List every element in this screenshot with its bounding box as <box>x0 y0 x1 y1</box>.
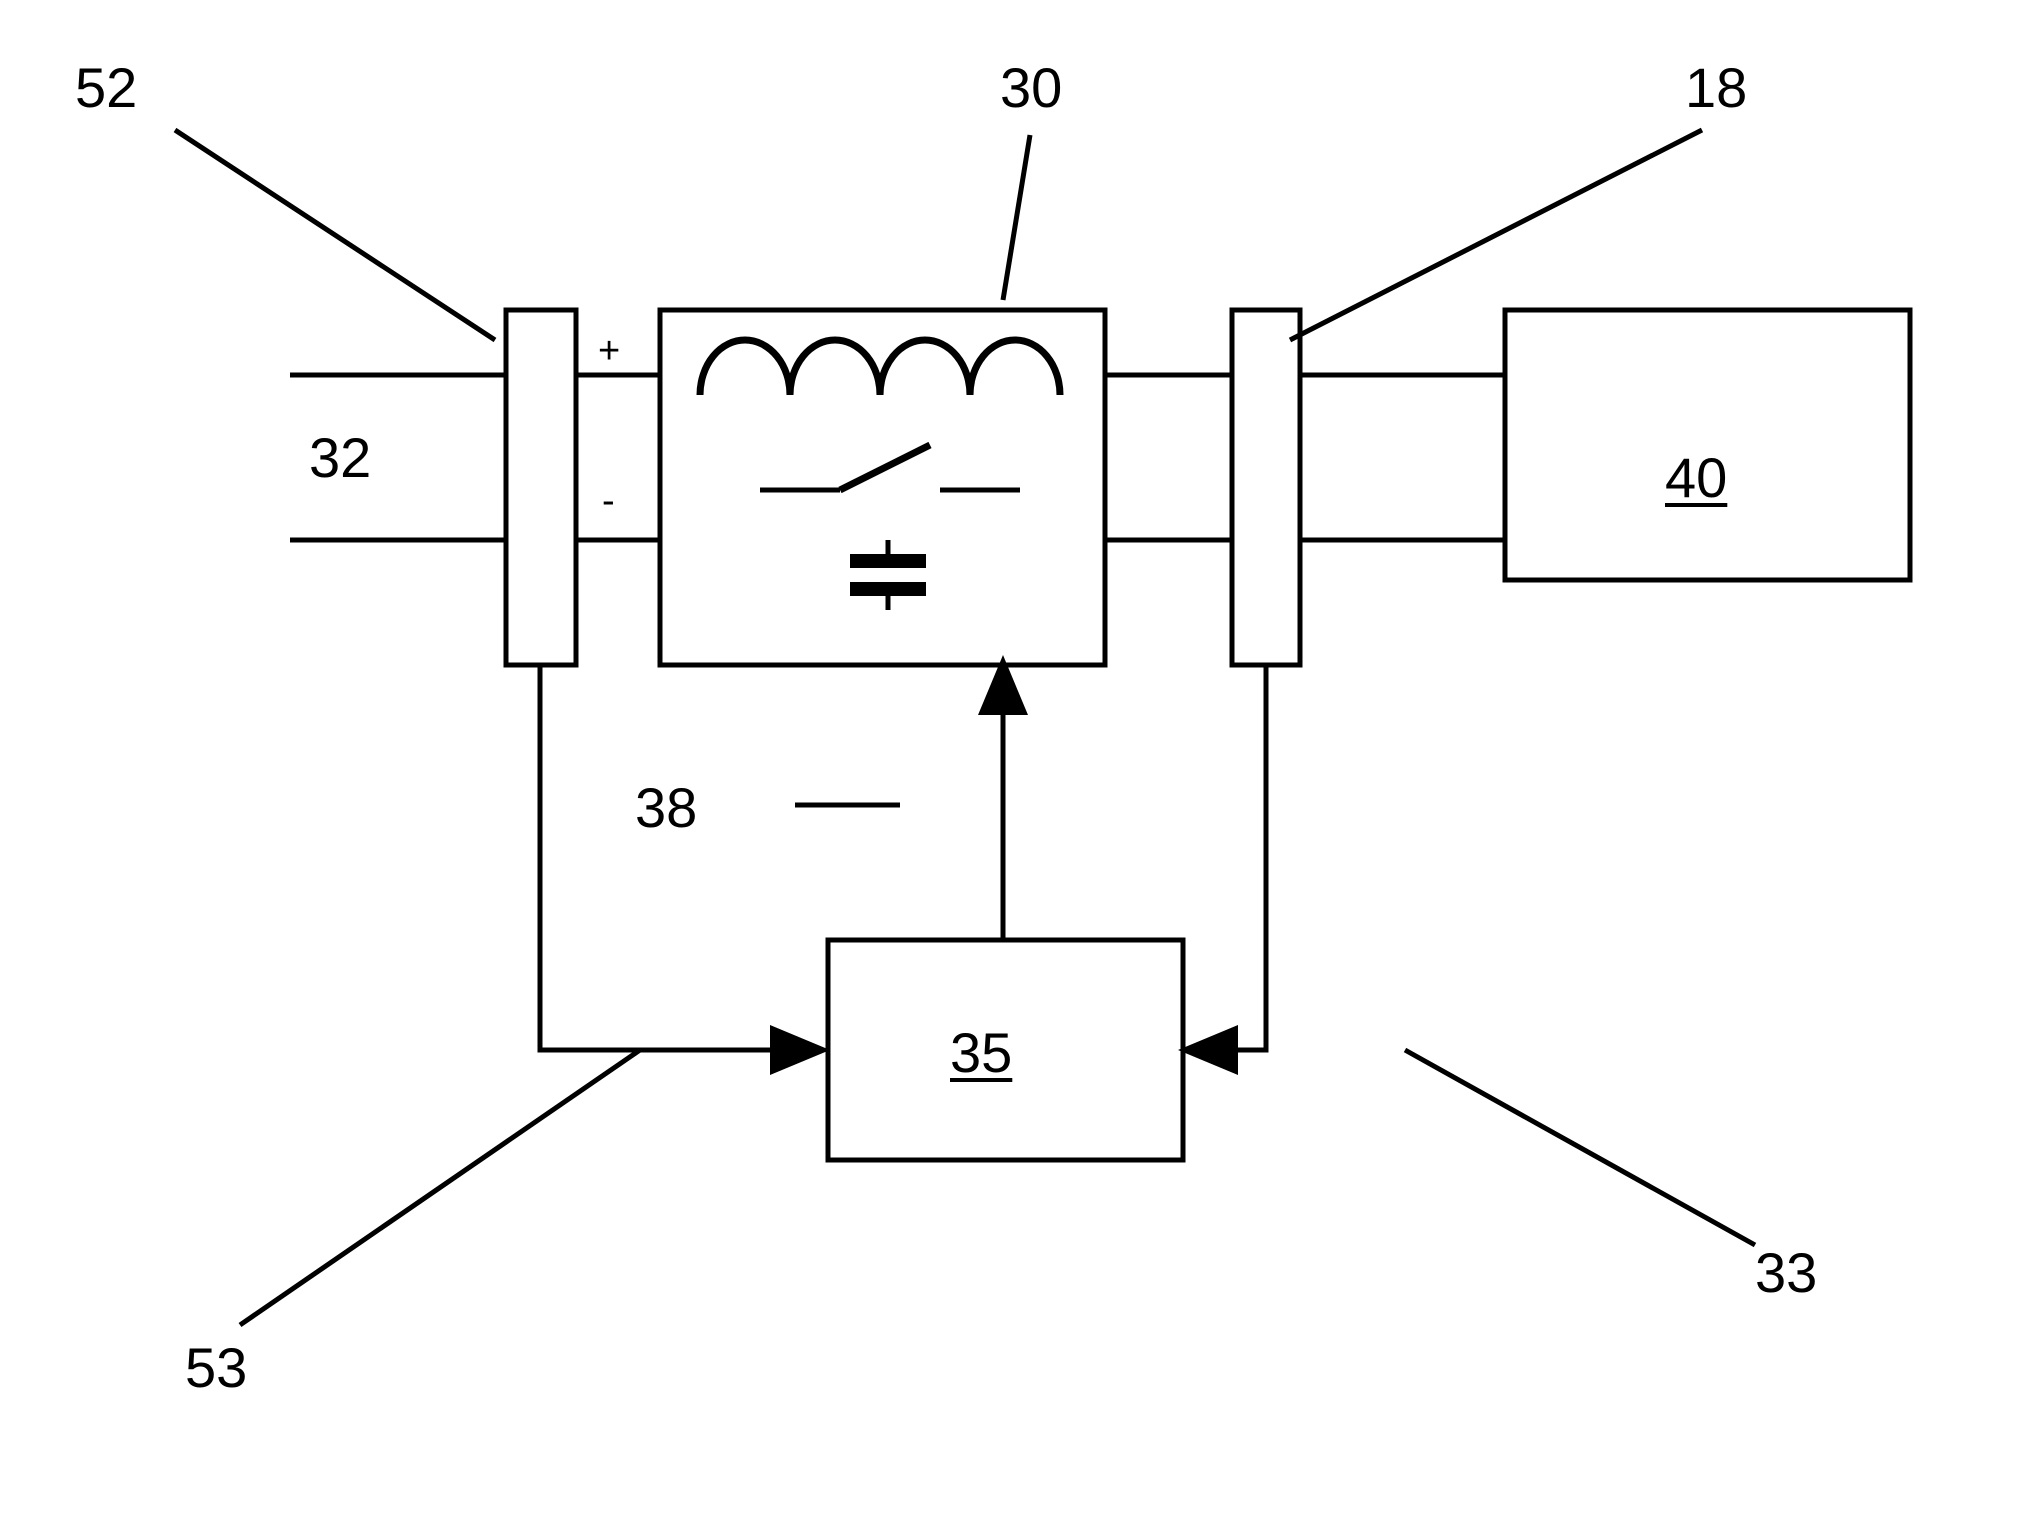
label-33: 33 <box>1755 1240 1817 1305</box>
leader-from_53 <box>240 1050 640 1325</box>
label-53: 53 <box>185 1335 247 1400</box>
label-35: 35 <box>950 1020 1012 1085</box>
arrow-from_52_to_35 <box>540 665 820 1050</box>
label-30: 30 <box>1000 55 1062 120</box>
circuit-diagram: 52 30 18 32 38 40 35 53 33 + - <box>0 0 2044 1522</box>
box-box_18 <box>1232 310 1300 665</box>
arrow-from_18_to_35 <box>1188 665 1266 1050</box>
box-box_52 <box>506 310 576 665</box>
switch-arm-icon <box>840 445 930 490</box>
label-40: 40 <box>1665 445 1727 510</box>
label-32: 32 <box>309 425 371 490</box>
label-38: 38 <box>635 775 697 840</box>
plus-symbol: + <box>598 330 620 373</box>
leader-from_30 <box>1003 135 1030 300</box>
leader-from_52 <box>175 130 495 340</box>
leader-from_33 <box>1405 1050 1755 1245</box>
diagram-svg <box>0 0 2044 1522</box>
box-box_30 <box>660 310 1105 665</box>
inductor-icon <box>700 340 1060 395</box>
minus-symbol: - <box>602 480 615 523</box>
label-52: 52 <box>75 55 137 120</box>
label-18: 18 <box>1685 55 1747 120</box>
